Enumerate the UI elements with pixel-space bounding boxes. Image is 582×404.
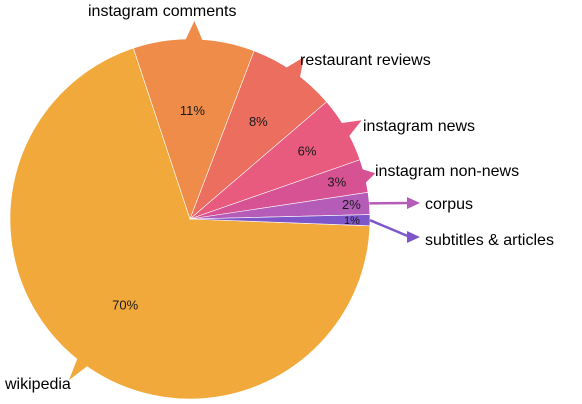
category-label-instagram-comments: instagram comments	[88, 3, 237, 20]
category-label-corpus: corpus	[425, 196, 473, 213]
label-arrows	[68, 21, 420, 381]
pie-slices	[9, 38, 371, 400]
arrow-head-corpus	[407, 197, 420, 209]
pct-label-wikipedia: 70%	[112, 297, 138, 312]
category-label-subtitles-articles: subtitles & articles	[425, 232, 554, 249]
percentage-labels: 70% 11% 8% 6% 3% 2% 1%	[112, 103, 361, 312]
category-labels: wikipedia instagram comments restaurant re…	[4, 3, 554, 393]
pct-label-corpus: 2%	[342, 197, 361, 212]
pct-label-subtitles-articles: 1%	[344, 215, 360, 227]
pct-label-instagram-comments: 11%	[180, 103, 205, 118]
category-label-restaurant-reviews: restaurant reviews	[300, 52, 431, 69]
pointer-restaurant-reviews	[285, 57, 304, 79]
category-label-wikipedia: wikipedia	[4, 376, 71, 393]
category-label-instagram-non-news: instagram non-news	[375, 163, 519, 180]
arrow-line-subtitles-articles	[369, 219, 411, 239]
pointer-instagram-non-news	[358, 168, 376, 186]
pointer-instagram-comments	[185, 21, 203, 42]
category-label-instagram-news: instagram news	[363, 118, 475, 135]
pointer-wikipedia	[68, 350, 95, 381]
pct-label-restaurant-reviews: 8%	[249, 114, 268, 129]
arrow-head-subtitles-articles	[407, 231, 420, 243]
pointer-instagram-news	[338, 120, 362, 139]
pct-label-instagram-news: 6%	[298, 144, 317, 159]
pct-label-instagram-non-news: 3%	[327, 175, 346, 190]
